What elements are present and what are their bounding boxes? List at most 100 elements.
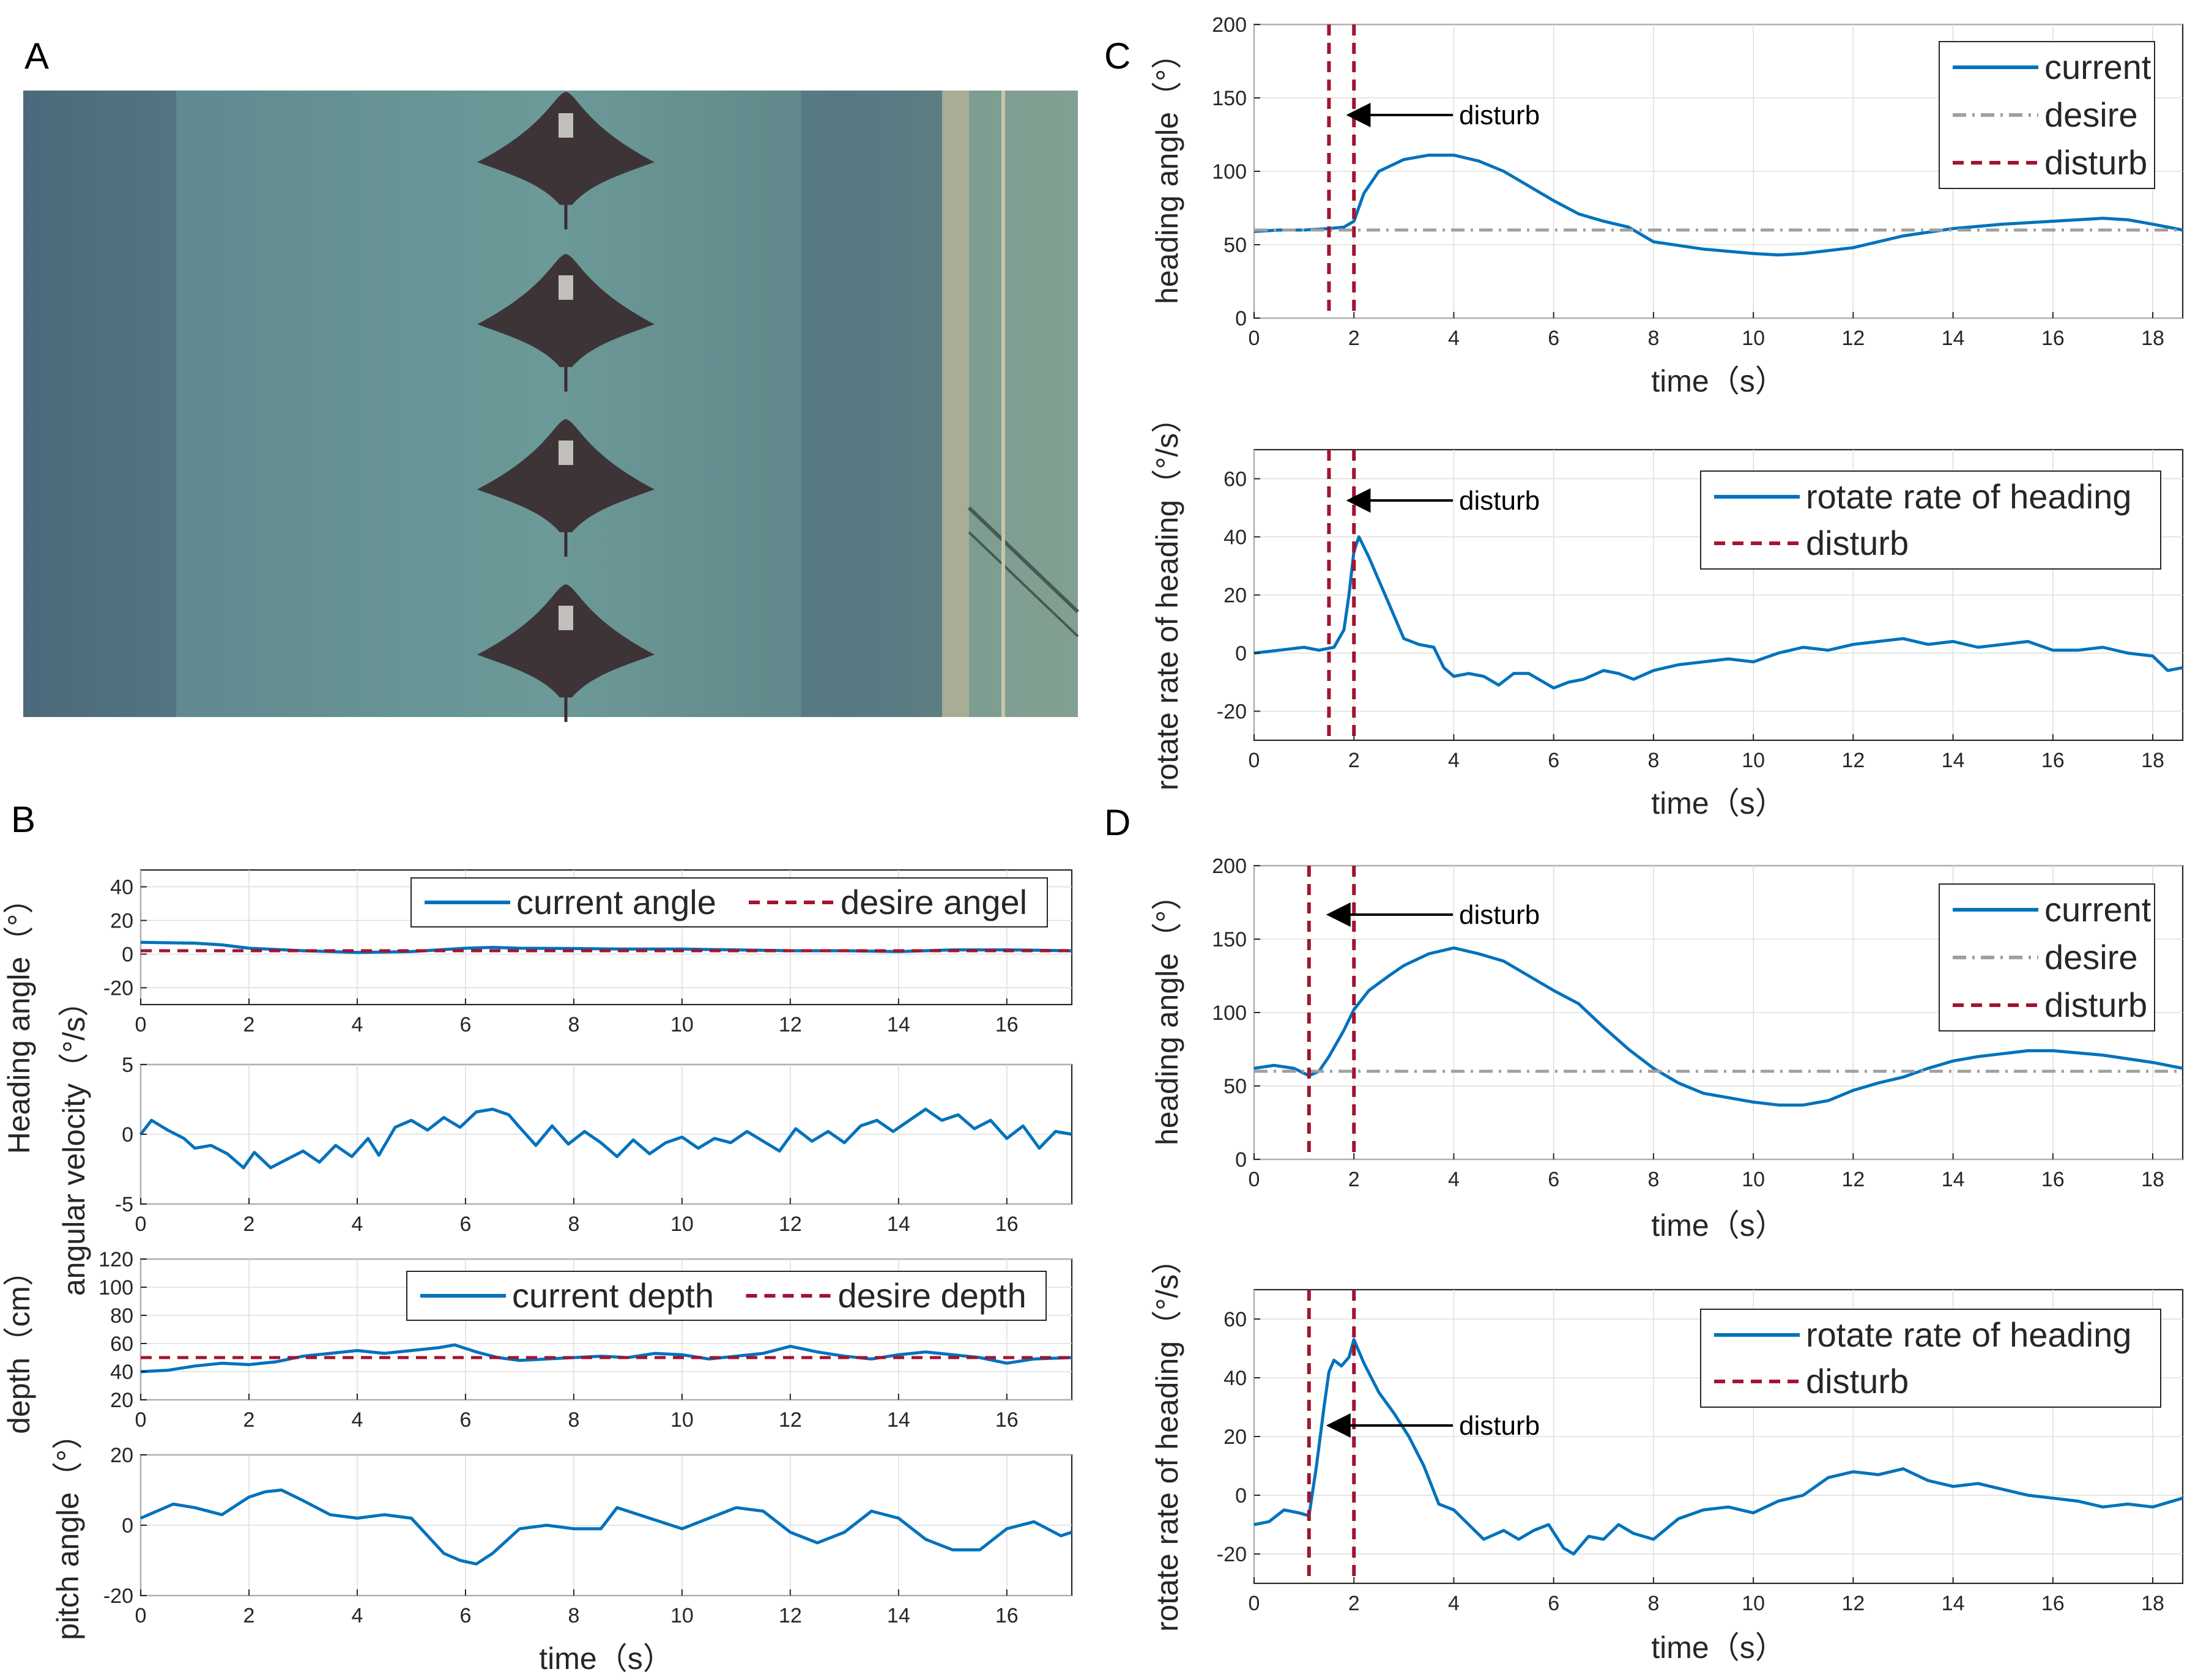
y-tick-label: 150 [1212,928,1247,951]
disturb-annotation: disturb [1459,100,1540,130]
disturb-annotation: disturb [1459,486,1540,516]
chart-d1: 0 2 4 6 8 10 12 14 16 18 0 50 100 150 200 heading angle… [1150,855,2184,1243]
y-axis-label: angular velocity（°/s） [57,986,91,1296]
x-tick-label: 10 [670,1408,694,1432]
x-tick-label: 6 [459,1604,471,1627]
manta-body [477,92,655,205]
y-tick-label: 80 [110,1304,133,1328]
y-tick-label: 0 [1235,642,1247,666]
x-axis-label: time（s） [1651,1630,1785,1665]
x-axis-label: time（s） [1651,786,1785,820]
x-tick-label: 4 [351,1013,363,1036]
x-tick-label: 0 [1249,749,1260,772]
y-tick-label: 40 [110,876,133,899]
x-axis-label: time（s） [539,1641,673,1676]
y-tick-label: -20 [1217,701,1247,724]
y-tick-label: 20 [110,1444,133,1467]
y-tick-label: 100 [98,1276,133,1299]
y-tick-label: -5 [115,1193,133,1216]
legend-box [406,1271,1047,1321]
x-tick-label: 4 [1448,327,1460,350]
x-tick-label: 16 [995,1604,1019,1627]
x-tick-label: 16 [995,1408,1019,1432]
x-tick-label: 6 [1548,1592,1559,1615]
x-tick-label: 4 [351,1408,363,1432]
x-tick-label: 0 [1249,1168,1260,1191]
manta-body [477,584,655,697]
x-tick-label: 14 [1942,1168,1965,1191]
x-tick-label: 6 [459,1408,471,1432]
x-tick-label: 6 [1548,1168,1559,1191]
y-axis-label: Heading angle（°） [2,883,36,1154]
chart-c2: 0 2 4 6 8 10 12 14 16 18 -20 0 20 40 60 rotate rate of … [1150,403,2184,820]
legend-box [1700,1309,2161,1408]
x-tick-label: 4 [351,1604,363,1627]
x-tick-label: 18 [2141,1592,2164,1615]
y-axis-label: pitch angle（°） [51,1419,85,1640]
x-tick-label: 12 [1841,1592,1865,1615]
legend: rotate rate of heading disturb [1700,470,2161,570]
y-tick-label: 40 [1223,1367,1247,1390]
legend-label: current depth [512,1276,714,1315]
x-tick-label: 14 [887,1408,910,1432]
x-tick-label: 12 [779,1408,802,1432]
x-axis-label: time（s） [1651,1208,1785,1243]
x-tick-label: 2 [1348,1168,1360,1191]
series-line-rotate-rate-of-heading [1253,1338,2183,1556]
legend-label: current [2044,48,2152,86]
x-tick-label: 8 [1647,1592,1659,1615]
disturb-annotation: disturb [1459,900,1540,930]
legend-label: desire [2044,938,2138,976]
y-tick-label: 5 [122,1054,133,1077]
x-tick-label: 2 [243,1013,255,1036]
x-tick-label: 12 [779,1213,802,1236]
x-tick-label: 18 [2141,1168,2164,1191]
x-tick-label: 10 [1742,327,1765,350]
legend: current desire disturb [1939,883,2155,1031]
x-tick-label: 8 [568,1408,579,1432]
x-tick-label: 10 [1742,1168,1765,1191]
x-tick-label: 16 [2041,327,2065,350]
legend-box [410,877,1048,927]
x-tick-label: 6 [1548,327,1559,350]
y-tick-label: 50 [1223,234,1247,257]
x-tick-label: 10 [670,1013,694,1036]
manta-ray-robot-icon [477,92,655,229]
chart-b3: 0 2 4 6 8 10 12 14 16 20 40 60 80 100 120 depth（cm） curr… [2,1248,1073,1434]
x-tick-label: 6 [459,1013,471,1036]
x-tick-label: 16 [2041,749,2065,772]
x-tick-label: 4 [1448,749,1460,772]
manta-sensor [559,113,573,138]
panel-label-d: D [1104,802,1131,843]
x-tick-label: 0 [1249,1592,1260,1615]
x-tick-label: 14 [1942,749,1965,772]
y-tick-label: 20 [110,1389,133,1412]
x-axis-label: time（s） [1651,364,1785,398]
x-tick-label: 10 [1742,1592,1765,1615]
series-line-value [140,1489,1072,1566]
x-tick-label: 6 [459,1213,471,1236]
manta-body [477,254,655,367]
x-tick-label: 12 [1841,1168,1865,1191]
x-tick-label: 16 [995,1013,1019,1036]
manta-sensor [559,440,573,465]
legend-label: disturb [1806,1362,1909,1400]
legend-label: current angle [516,883,716,921]
legend: current depth desire depth [406,1271,1047,1321]
y-tick-label: 200 [1212,855,1247,878]
x-tick-label: 8 [568,1013,579,1036]
legend-label: disturb [2044,143,2147,182]
legend-label: desire angel [841,883,1027,921]
x-tick-label: 16 [2041,1592,2065,1615]
chart-c1: 0 2 4 6 8 10 12 14 16 18 0 50 100 150 200 heading angle… [1150,13,2184,398]
x-tick-label: 12 [779,1013,802,1036]
x-tick-label: 10 [670,1604,694,1627]
panel-label-c: C [1104,35,1131,76]
y-axis-label: heading angle（°） [1150,39,1184,304]
x-tick-label: 14 [887,1013,910,1036]
x-tick-label: 2 [243,1213,255,1236]
